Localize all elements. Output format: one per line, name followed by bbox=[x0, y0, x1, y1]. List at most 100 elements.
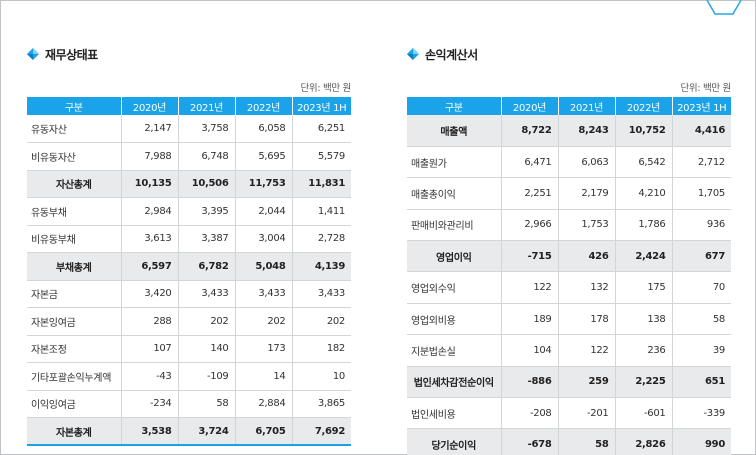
row-value: 6,542 bbox=[614, 146, 672, 179]
table-row: 자본잉여금 288 202 202 202 bbox=[27, 307, 351, 336]
balance-sheet-unit: 단위: 백만 원 bbox=[300, 83, 351, 94]
row-value: 3,538 bbox=[120, 417, 178, 446]
column-header-category: 구분 bbox=[27, 97, 121, 115]
row-value: 10,506 bbox=[177, 170, 235, 198]
row-value: -886 bbox=[500, 366, 558, 399]
row-value: 58 bbox=[557, 428, 615, 455]
row-value: 11,753 bbox=[234, 170, 292, 198]
row-value: 175 bbox=[614, 271, 672, 304]
row-value: 7,988 bbox=[120, 142, 178, 171]
row-label: 지분법손실 bbox=[407, 334, 501, 367]
row-value: 58 bbox=[671, 303, 731, 336]
row-label: 자본조정 bbox=[27, 335, 121, 363]
row-value: 2,044 bbox=[234, 197, 292, 226]
row-value: 4,416 bbox=[671, 115, 731, 147]
row-label: 비유동자산 bbox=[27, 142, 121, 171]
table-total-row: 영업이익 -715 426 2,424 677 bbox=[407, 240, 731, 273]
row-value: 104 bbox=[500, 334, 558, 367]
column-header-year: 2023년 1H bbox=[291, 97, 351, 115]
row-label: 법인세차감전순이익 bbox=[407, 366, 501, 399]
table-row: 영업외비용 189 178 138 58 bbox=[407, 303, 731, 336]
income-statement-title-text: 손익계산서 bbox=[425, 47, 478, 62]
table-total-row: 부채총계 6,597 6,782 5,048 4,139 bbox=[27, 252, 351, 281]
row-label: 매출원가 bbox=[407, 146, 501, 179]
row-value: 122 bbox=[500, 271, 558, 304]
row-value: -339 bbox=[671, 397, 731, 430]
row-value: 259 bbox=[557, 366, 615, 399]
column-header-year: 2020년 bbox=[120, 97, 178, 115]
row-value: 5,048 bbox=[234, 252, 292, 281]
table-row: 영업외수익 122 132 175 70 bbox=[407, 271, 731, 304]
row-value: -109 bbox=[177, 362, 235, 391]
row-value: 3,433 bbox=[291, 280, 351, 308]
table-row: 자본조정 107 140 173 182 bbox=[27, 335, 351, 363]
row-value: 107 bbox=[120, 335, 178, 363]
row-label: 유동자산 bbox=[27, 115, 121, 143]
row-value: 288 bbox=[120, 307, 178, 336]
table-total-row: 법인세차감전순이익 -886 259 2,225 651 bbox=[407, 366, 731, 399]
row-label: 유동부채 bbox=[27, 197, 121, 226]
row-value: 2,728 bbox=[291, 225, 351, 253]
table-row: 지분법손실 104 122 236 39 bbox=[407, 334, 731, 367]
income-statement-unit: 단위: 백만 원 bbox=[680, 83, 731, 94]
row-value: 2,984 bbox=[120, 197, 178, 226]
column-header-year: 2021년 bbox=[177, 97, 235, 115]
row-value: 3,004 bbox=[234, 225, 292, 253]
row-value: 7,692 bbox=[291, 417, 351, 446]
row-value: 6,471 bbox=[500, 146, 558, 179]
row-value: 1,753 bbox=[557, 209, 615, 242]
row-value: -601 bbox=[614, 397, 672, 430]
row-value: 1,786 bbox=[614, 209, 672, 242]
row-value: 3,865 bbox=[291, 390, 351, 418]
row-value: 8,722 bbox=[500, 115, 558, 147]
row-value: 8,243 bbox=[557, 115, 615, 147]
row-value: 189 bbox=[500, 303, 558, 336]
table-row: 판매비와관리비 2,966 1,753 1,786 936 bbox=[407, 209, 731, 242]
row-value: 3,395 bbox=[177, 197, 235, 226]
corner-tab-icon bbox=[706, 0, 742, 15]
row-value: 6,782 bbox=[177, 252, 235, 281]
table-header-row: 구분 2020년 2021년 2022년 2023년 1H bbox=[407, 97, 731, 115]
row-label: 매출액 bbox=[407, 115, 501, 147]
table-row: 기타포괄손익누계액 -43 -109 14 10 bbox=[27, 362, 351, 391]
row-value: 202 bbox=[291, 307, 351, 336]
table-total-row: 자산총계 10,135 10,506 11,753 11,831 bbox=[27, 170, 351, 198]
row-value: 178 bbox=[557, 303, 615, 336]
balance-sheet-title-text: 재무상태표 bbox=[45, 47, 98, 62]
diamond-icon bbox=[27, 48, 39, 60]
row-value: 426 bbox=[557, 240, 615, 273]
row-value: 651 bbox=[671, 366, 731, 399]
column-header-year: 2023년 1H bbox=[671, 97, 731, 115]
row-label: 자산총계 bbox=[27, 170, 121, 198]
row-value: -201 bbox=[557, 397, 615, 430]
row-value: 2,225 bbox=[614, 366, 672, 399]
row-label: 기타포괄손익누계액 bbox=[27, 362, 121, 391]
row-value: 3,433 bbox=[234, 280, 292, 308]
table-row: 매출원가 6,471 6,063 6,542 2,712 bbox=[407, 146, 731, 179]
row-value: 10,135 bbox=[120, 170, 178, 198]
row-label: 영업외수익 bbox=[407, 271, 501, 304]
row-value: 3,613 bbox=[120, 225, 178, 253]
row-value: 1,411 bbox=[291, 197, 351, 226]
table-row: 법인세비용 -208 -201 -601 -339 bbox=[407, 397, 731, 430]
row-value: 2,966 bbox=[500, 209, 558, 242]
table-row: 유동자산 2,147 3,758 6,058 6,251 bbox=[27, 115, 351, 143]
row-value: -43 bbox=[120, 362, 178, 391]
row-value: 138 bbox=[614, 303, 672, 336]
row-label: 비유동부채 bbox=[27, 225, 121, 253]
table-total-row: 자본총계 3,538 3,724 6,705 7,692 bbox=[27, 417, 351, 446]
row-value: 14 bbox=[234, 362, 292, 391]
column-header-year: 2022년 bbox=[234, 97, 292, 115]
balance-sheet-title: 재무상태표 bbox=[27, 44, 98, 64]
row-value: 5,579 bbox=[291, 142, 351, 171]
row-value: 11,831 bbox=[291, 170, 351, 198]
row-value: 173 bbox=[234, 335, 292, 363]
table-row: 유동부채 2,984 3,395 2,044 1,411 bbox=[27, 197, 351, 226]
row-value: 202 bbox=[234, 307, 292, 336]
table-row: 매출총이익 2,251 2,179 4,210 1,705 bbox=[407, 177, 731, 210]
row-label: 자본총계 bbox=[27, 417, 121, 446]
row-value: 2,147 bbox=[120, 115, 178, 143]
row-value: 2,179 bbox=[557, 177, 615, 210]
row-value: 3,758 bbox=[177, 115, 235, 143]
table-row: 이익잉여금 -234 58 2,884 3,865 bbox=[27, 390, 351, 418]
